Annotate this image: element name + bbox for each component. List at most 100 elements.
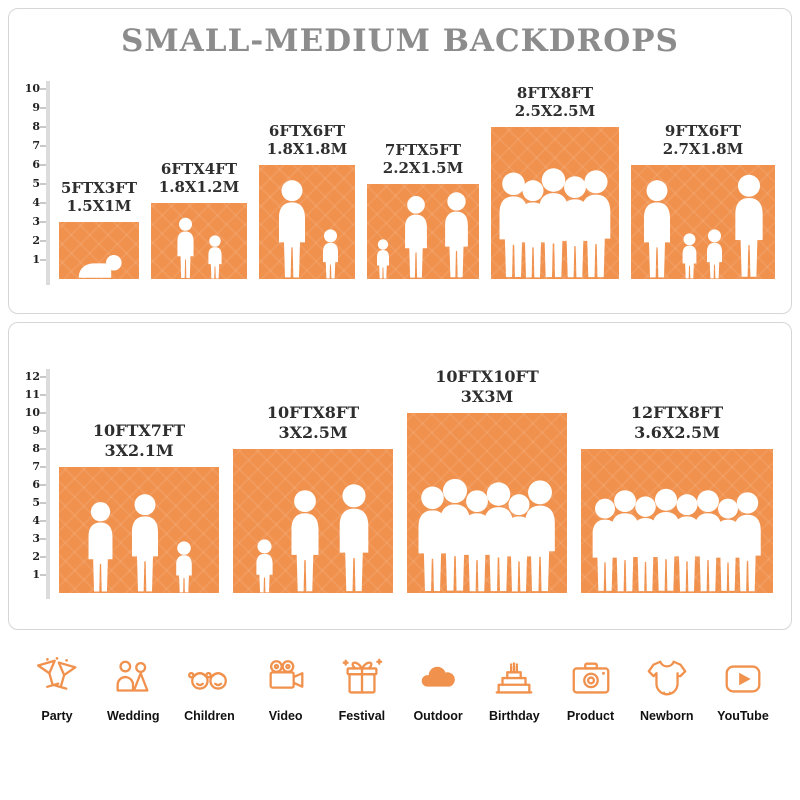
person-silhouette bbox=[78, 254, 122, 278]
category-product: Product bbox=[558, 650, 624, 723]
backdrop-rect bbox=[59, 222, 139, 279]
product-icon bbox=[568, 650, 614, 702]
ruler-tick-label: 8 bbox=[32, 120, 40, 133]
backdrop-bar: 6FTX4FT 1.8X1.2M bbox=[151, 160, 247, 279]
person-silhouette bbox=[525, 480, 555, 592]
bar-size-label: 12FTX8FT 3.6X2.5M bbox=[631, 403, 723, 443]
person-silhouette bbox=[255, 539, 273, 593]
category-party: Party bbox=[24, 650, 90, 723]
silhouette-group bbox=[581, 487, 773, 593]
person-silhouette bbox=[682, 233, 696, 279]
small-medium-chart: 1 2 3 4 5 6 7 8 9 10 5FTX3FT 1.5X1M 6FTX4FT 1.8X1.2M 6… bbox=[21, 33, 779, 285]
size-ft: 6FTX6FT bbox=[268, 121, 346, 140]
bar-size-label: 10FTX8FT 3X2.5M bbox=[267, 403, 359, 443]
size-ft: 12FTX8FT bbox=[630, 403, 724, 422]
backdrop-bar: 8FTX8FT 2.5X2.5M bbox=[491, 84, 619, 279]
ruler-tick-label: 2 bbox=[32, 550, 40, 563]
person-silhouette bbox=[404, 195, 427, 278]
backdrop-bar: 7FTX5FT 2.2X1.5M bbox=[367, 141, 479, 279]
person-silhouette bbox=[734, 492, 761, 592]
person-silhouette bbox=[581, 170, 611, 278]
category-label: Birthday bbox=[488, 709, 540, 723]
category-label: Newborn bbox=[640, 709, 694, 723]
backdrop-bar: 10FTX7FT 3X2.1M bbox=[59, 421, 219, 593]
bar-size-label: 10FTX10FT 3X3M bbox=[435, 367, 538, 407]
size-ft: 10FTX7FT bbox=[92, 421, 186, 440]
silhouette-group bbox=[233, 483, 393, 593]
size-m: 1.8X1.8M bbox=[266, 140, 348, 159]
backdrop-bar: 9FTX6FT 2.7X1.8M bbox=[631, 122, 775, 279]
category-outdoor: Outdoor bbox=[405, 650, 471, 723]
bars-row: 10FTX7FT 3X2.1M 10FTX8FT 3X2.5M 10FTX10FT 3X3… bbox=[59, 367, 773, 593]
festival-icon bbox=[339, 650, 385, 702]
person-silhouette bbox=[643, 180, 670, 278]
large-panel: 1 2 3 4 5 6 7 8 9 10 11 12 10FTX7FT 3X2.1M 10FTX8FT 3X2… bbox=[8, 322, 792, 630]
ruler-tick-label: 10 bbox=[24, 82, 40, 95]
ruler-tick-label: 4 bbox=[32, 514, 40, 527]
person-silhouette bbox=[131, 494, 158, 592]
bar-size-label: 10FTX7FT 3X2.1M bbox=[93, 421, 185, 461]
ruler: 1 2 3 4 5 6 7 8 9 10 bbox=[21, 81, 51, 285]
size-m: 3X2.1M bbox=[104, 441, 174, 460]
size-ft: 10FTX8FT bbox=[266, 403, 360, 422]
category-label: Party bbox=[41, 709, 73, 723]
ruler-tick-label: 11 bbox=[24, 388, 40, 401]
category-label: Children bbox=[184, 709, 235, 723]
person-silhouette bbox=[376, 239, 389, 279]
ruler-tick-label: 2 bbox=[32, 234, 40, 247]
category-video: Video bbox=[253, 650, 319, 723]
category-label: Wedding bbox=[106, 709, 160, 723]
ruler-tick-label: 9 bbox=[32, 424, 40, 437]
silhouette-group bbox=[59, 493, 219, 593]
party-icon bbox=[34, 650, 80, 702]
backdrop-rect bbox=[491, 127, 619, 279]
person-silhouette bbox=[175, 541, 192, 593]
backdrop-rect bbox=[581, 449, 773, 593]
backdrop-rect bbox=[233, 449, 393, 593]
panel-title: SMALL-MEDIUM BACKDROPS bbox=[121, 23, 679, 59]
birthday-icon bbox=[491, 650, 537, 702]
backdrop-rect bbox=[407, 413, 567, 593]
ruler-tick-label: 3 bbox=[32, 532, 40, 545]
category-label: YouTube bbox=[717, 709, 769, 723]
person-silhouette bbox=[339, 484, 368, 592]
bar-size-label: 8FTX8FT 2.5X2.5M bbox=[515, 84, 595, 122]
person-silhouette bbox=[88, 502, 112, 592]
ruler-tick-label: 8 bbox=[32, 442, 40, 455]
silhouette-group bbox=[367, 191, 479, 279]
size-m: 2.5X2.5M bbox=[514, 102, 596, 121]
silhouette-group bbox=[631, 173, 775, 279]
ruler-tick-label: 5 bbox=[32, 177, 40, 190]
size-m: 2.7X1.8M bbox=[662, 140, 744, 159]
size-ft: 8FTX8FT bbox=[516, 83, 594, 102]
person-silhouette bbox=[734, 174, 763, 277]
outdoor-icon bbox=[415, 650, 461, 702]
category-wedding: Wedding bbox=[100, 650, 166, 723]
person-silhouette bbox=[706, 229, 722, 279]
backdrop-bar: 10FTX10FT 3X3M bbox=[407, 367, 567, 593]
children-icon bbox=[186, 650, 232, 702]
size-ft: 5FTX3FT bbox=[60, 178, 138, 197]
youtube-icon bbox=[720, 650, 766, 702]
category-label: Festival bbox=[338, 709, 386, 723]
category-children: Children bbox=[176, 650, 242, 723]
ruler-tick-label: 7 bbox=[32, 460, 40, 473]
ruler-tick-label: 1 bbox=[32, 568, 40, 581]
category-label: Outdoor bbox=[413, 709, 463, 723]
backdrop-bar: 6FTX6FT 1.8X1.8M bbox=[259, 121, 355, 279]
person-silhouette bbox=[176, 217, 194, 278]
size-m: 1.5X1M bbox=[66, 197, 132, 216]
silhouette-group bbox=[151, 217, 247, 279]
category-youtube: YouTube bbox=[710, 650, 776, 723]
backdrop-rect bbox=[151, 203, 247, 279]
ruler-tick-label: 3 bbox=[32, 215, 40, 228]
backdrop-bar: 12FTX8FT 3.6X2.5M bbox=[581, 403, 773, 593]
person-silhouette bbox=[278, 180, 305, 278]
category-birthday: Birthday bbox=[481, 650, 547, 723]
bar-size-label: 6FTX4FT 1.8X1.2M bbox=[159, 160, 239, 198]
size-m: 2.2X1.5M bbox=[382, 159, 464, 178]
video-icon bbox=[263, 650, 309, 702]
silhouette-group bbox=[59, 253, 139, 279]
ruler-tick-label: 10 bbox=[24, 406, 40, 419]
